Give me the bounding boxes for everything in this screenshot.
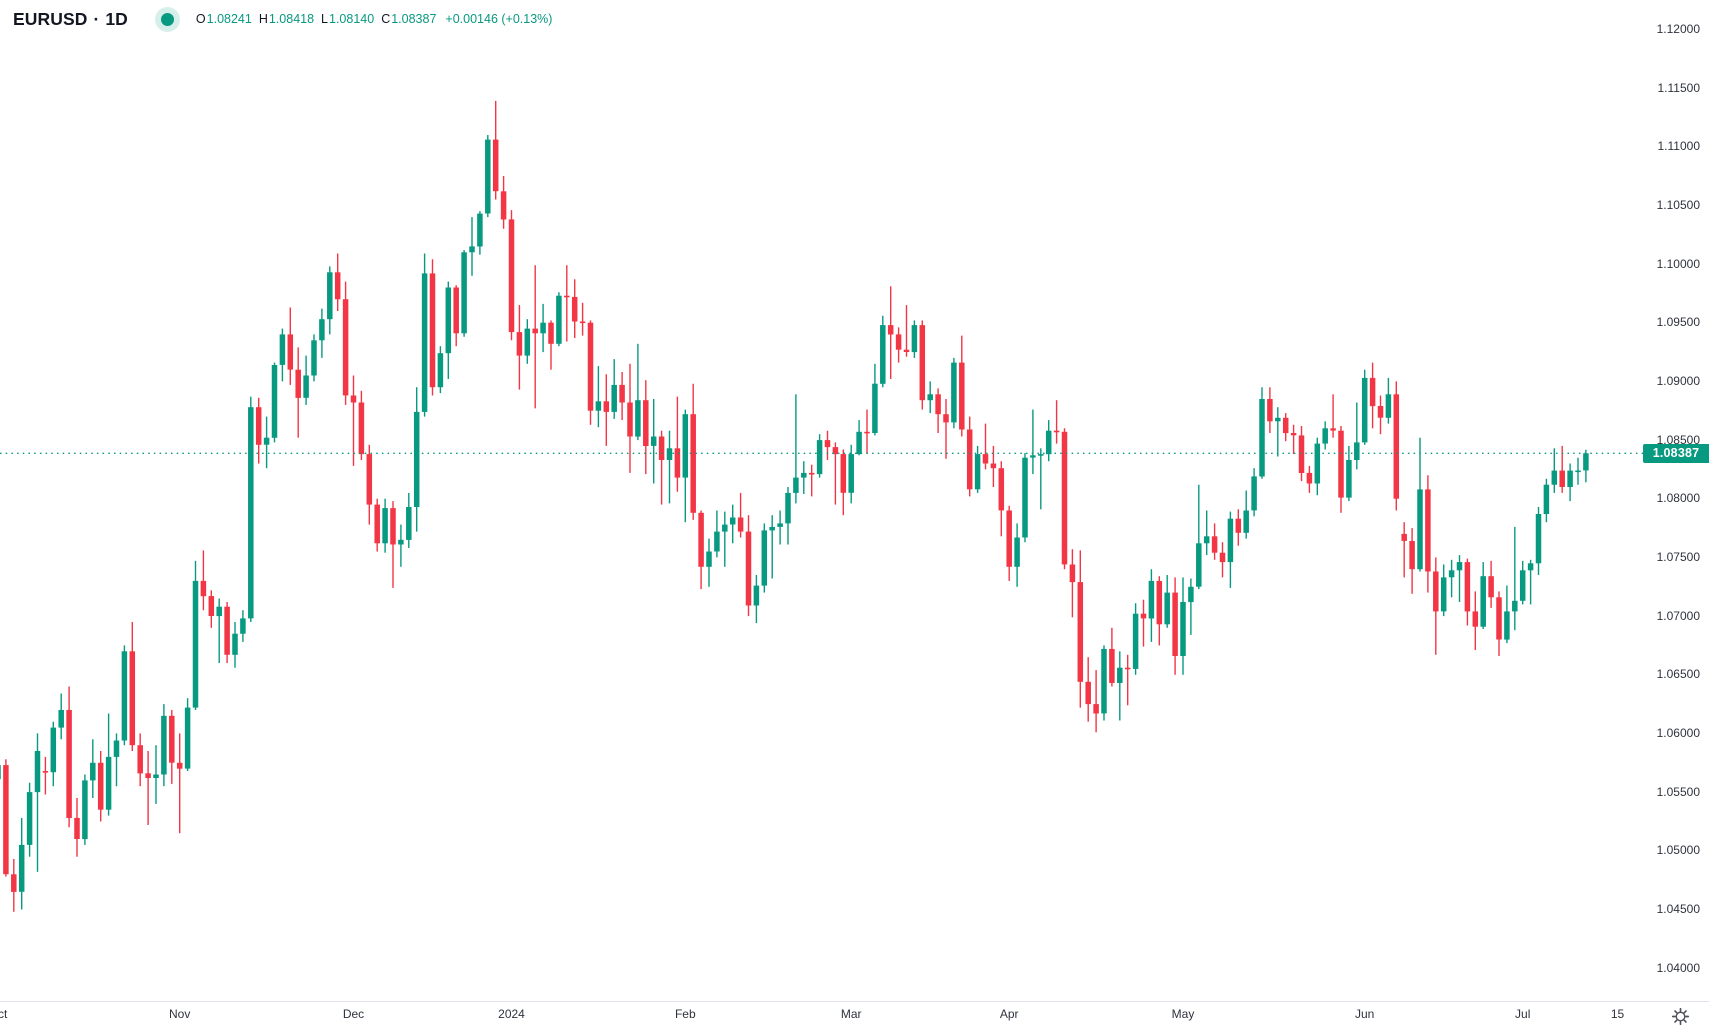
status-dot-core [160, 12, 174, 26]
open-value: 1.08241 [206, 12, 252, 26]
low-value: 1.08140 [329, 12, 375, 26]
price-tick-label: 1.11500 [1657, 80, 1701, 95]
symbol-name[interactable]: EURUSD [13, 8, 88, 29]
close-label: C [381, 12, 391, 26]
chart-settings-button[interactable] [1669, 1005, 1691, 1027]
price-tick-label: 1.07500 [1656, 549, 1700, 564]
chart-canvas[interactable] [0, 0, 1709, 1001]
time-tick-label: Feb [674, 1007, 696, 1021]
time-tick-label: 15 [1610, 1007, 1625, 1021]
price-tick-label: 1.12000 [1656, 21, 1700, 36]
price-tick-label: 1.05000 [1656, 843, 1700, 858]
time-tick-label: Dec [342, 1007, 365, 1021]
high-label: H [258, 12, 268, 26]
time-tick-label: Mar [840, 1007, 862, 1021]
time-tick-label: Nov [169, 1007, 191, 1021]
price-tick-label: 1.06500 [1656, 667, 1700, 682]
price-tick-label: 1.04000 [1656, 960, 1700, 975]
price-tick-label: 1.05500 [1656, 784, 1700, 799]
time-tick-label: Jul [1515, 1007, 1531, 1021]
interval-label[interactable]: 1D [105, 8, 128, 29]
time-tick-label: May [1171, 1007, 1195, 1021]
high-value: 1.08418 [268, 12, 315, 26]
gear-icon [1671, 1007, 1689, 1025]
time-tick-label: Oct [0, 1007, 8, 1021]
symbol-legend: EURUSD · 1D O 1.08241 H 1.08418 L 1.08140 C… [13, 6, 552, 32]
price-axis[interactable]: 1.08387 1.12000 1.11500 1.11000 1.10500 1.10… [1643, 0, 1709, 1001]
open-label: O [195, 12, 206, 26]
price-tick-label: 1.08500 [1656, 432, 1700, 447]
time-tick-label: 2024 [498, 1007, 525, 1021]
time-tick-label: Apr [999, 1007, 1019, 1021]
time-tick-label: Jun [1355, 1007, 1375, 1021]
price-tick-label: 1.04500 [1656, 902, 1700, 916]
low-label: L [321, 12, 328, 26]
price-tick-label: 1.10000 [1656, 256, 1700, 271]
price-tick-label: 1.08000 [1656, 491, 1700, 506]
change-value: +0.00146 (+0.13%) [445, 12, 553, 26]
close-value: 1.08387 [391, 12, 437, 26]
legend-separator: · [93, 8, 100, 29]
price-tick-label: 1.07000 [1656, 608, 1700, 623]
price-tick-label: 1.09500 [1656, 315, 1700, 330]
last-price-label: 1.08387 [1643, 443, 1709, 463]
price-tick-label: 1.10500 [1656, 197, 1700, 212]
price-tick-label: 1.11000 [1657, 139, 1701, 154]
market-status-icon[interactable] [154, 6, 180, 32]
ohlc-readout: O 1.08241 H 1.08418 L 1.08140 C 1.08387 +0.0… [196, 12, 553, 26]
price-tick-label: 1.06000 [1656, 725, 1700, 740]
price-tick-label: 1.09000 [1656, 373, 1700, 388]
time-axis[interactable]: Oct Nov Dec 2024 Feb Mar Apr May Jun Jul 15 [0, 1001, 1709, 1027]
